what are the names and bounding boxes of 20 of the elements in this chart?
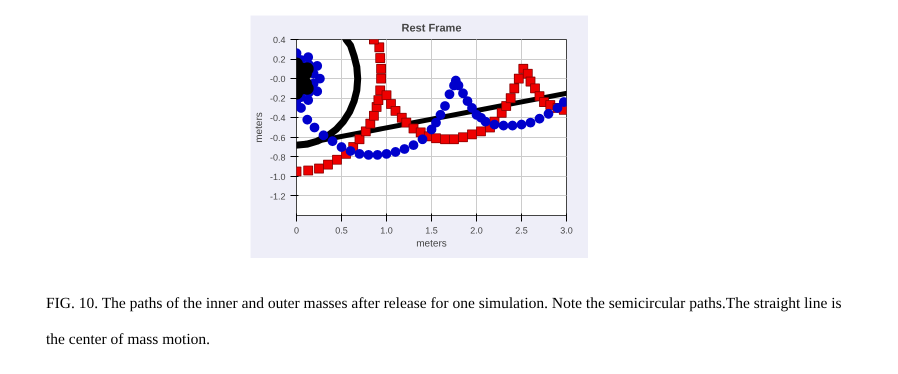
y-tick-label: 0.2 bbox=[272, 54, 286, 65]
x-axis-title: meters bbox=[416, 238, 447, 250]
x-tick-label: 3.0 bbox=[560, 226, 573, 236]
chart-title: Rest Frame bbox=[402, 22, 462, 34]
y-tick-label: -0.0 bbox=[270, 74, 286, 84]
y-tick-label: -1.2 bbox=[270, 191, 286, 202]
x-tick-label: 0.5 bbox=[335, 226, 348, 236]
x-tick-label: 2.0 bbox=[470, 226, 483, 236]
y-tick-label: -0.8 bbox=[270, 152, 286, 162]
y-tick-label: -1.0 bbox=[270, 172, 286, 182]
y-tick-label: 0.4 bbox=[272, 35, 286, 45]
x-tick-label: 1.0 bbox=[380, 226, 393, 236]
text: FIG. 10. The paths of the inner and outer masses after release for one simulation. Note the semicircular paths.The straight line is the center of mass motion. bbox=[46, 295, 842, 348]
y-axis-title: meters bbox=[254, 112, 265, 143]
x-tick-label: 1.5 bbox=[425, 226, 438, 236]
y-tick-label: -0.6 bbox=[270, 132, 286, 143]
y-tick-label: -0.4 bbox=[270, 113, 286, 124]
y-tick-label: -0.2 bbox=[270, 94, 286, 104]
x-tick-label: 0 bbox=[294, 226, 300, 236]
x-tick-label: 2.5 bbox=[515, 226, 528, 236]
